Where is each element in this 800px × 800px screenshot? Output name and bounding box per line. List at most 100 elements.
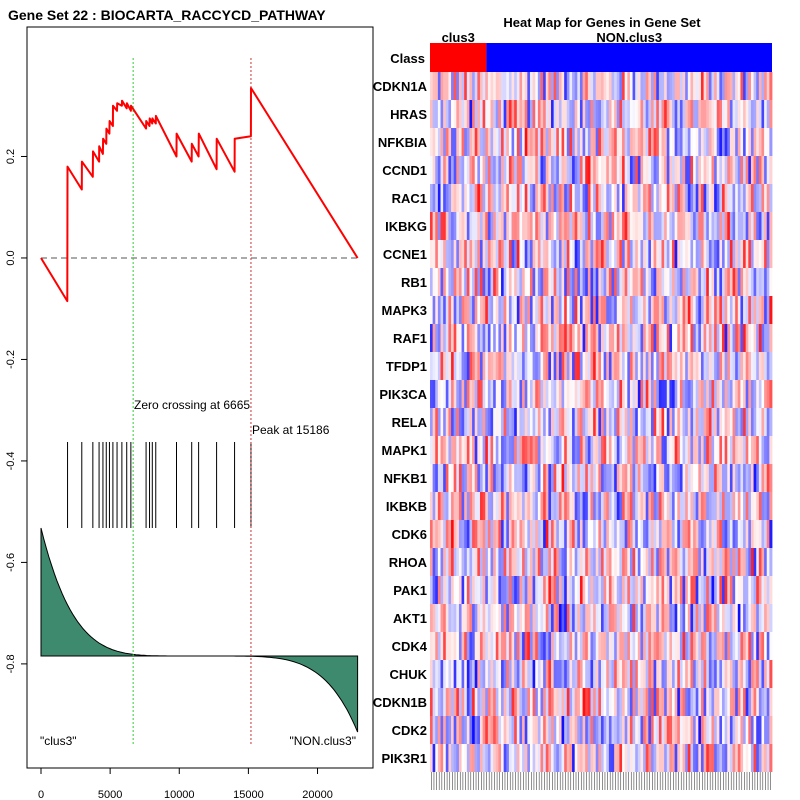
heatmap-cell [685, 156, 689, 184]
heatmap-cell [750, 492, 754, 520]
heatmap-cell [456, 72, 460, 100]
enrichment-y-axis: 0.20.0-0.2-0.4-0.6-0.8 [5, 149, 27, 673]
heatmap-cell [614, 296, 618, 324]
heatmap-cell [487, 100, 491, 128]
heatmap-cell [432, 212, 436, 240]
heatmap-cell [700, 716, 704, 744]
heatmap-cell [595, 100, 599, 128]
heatmap-cell [606, 324, 610, 352]
heatmap-cell [719, 128, 723, 156]
heatmap-cell [764, 296, 768, 324]
heatmap-cell [585, 240, 589, 268]
heatmap-cell [569, 72, 573, 100]
heatmap-cell [677, 688, 681, 716]
sample-labels [431, 772, 771, 790]
heatmap-cell [487, 296, 491, 324]
heatmap-cell [769, 576, 773, 604]
heatmap-cell [629, 352, 633, 380]
heatmap-cell [522, 184, 526, 212]
heatmap-cell [732, 184, 736, 212]
heatmap-cell [537, 212, 541, 240]
heatmap-cell [640, 268, 644, 296]
heatmap-cell [622, 380, 626, 408]
heatmap-cell [564, 72, 568, 100]
heatmap-cell [693, 632, 697, 660]
heatmap-cell [537, 184, 541, 212]
heatmap-cell [501, 520, 505, 548]
heatmap-cell [582, 380, 586, 408]
heatmap-cell [614, 576, 618, 604]
heatmap-cell [632, 604, 636, 632]
heatmap-cell [716, 632, 720, 660]
heatmap-cell [643, 492, 647, 520]
heatmap-cell [430, 520, 434, 548]
heatmap-cell [635, 100, 639, 128]
heatmap-cell [572, 576, 576, 604]
heatmap-cell [564, 744, 568, 772]
heatmap-cell [666, 184, 670, 212]
heatmap-cell [437, 156, 441, 184]
heatmap-cell [511, 380, 515, 408]
heatmap-cell [724, 156, 728, 184]
heatmap-cell [656, 72, 660, 100]
heatmap-cell [466, 100, 470, 128]
heatmap-cell [535, 660, 539, 688]
heatmap-cell [722, 324, 726, 352]
heatmap-cell [732, 520, 736, 548]
heatmap-cell [682, 408, 686, 436]
heatmap-cell [551, 72, 555, 100]
heatmap-cell [629, 520, 633, 548]
heatmap-cell [590, 548, 594, 576]
heatmap-cell [661, 240, 665, 268]
heatmap-cell [627, 604, 631, 632]
heatmap-cell [711, 716, 715, 744]
heatmap-cell [750, 688, 754, 716]
heatmap-cell [561, 352, 565, 380]
heatmap-cell [537, 268, 541, 296]
heatmap-cell [603, 72, 607, 100]
heatmap-cell [506, 744, 510, 772]
heatmap-cell [685, 436, 689, 464]
heatmap-cell [756, 688, 760, 716]
heatmap-cell [514, 128, 518, 156]
heatmap-cell [430, 548, 434, 576]
heatmap-cell [482, 240, 486, 268]
heatmap-cell [690, 716, 694, 744]
gene-label: RHOA [389, 555, 428, 570]
heatmap-cell [748, 240, 752, 268]
heatmap-cell [629, 660, 633, 688]
heatmap-cell [714, 212, 718, 240]
heatmap-cell [727, 240, 731, 268]
heatmap-cell [669, 688, 673, 716]
heatmap-cell [769, 72, 773, 100]
heatmap-cell [664, 576, 668, 604]
heatmap-cell [700, 240, 704, 268]
heatmap-cell [687, 464, 691, 492]
heatmap-cell [443, 128, 447, 156]
heatmap-cell [729, 492, 733, 520]
heatmap-cell [493, 156, 497, 184]
heatmap-cell [451, 240, 455, 268]
heatmap-cell [706, 324, 710, 352]
heatmap-cell [595, 660, 599, 688]
heatmap-cell [601, 604, 605, 632]
heatmap-cell [614, 688, 618, 716]
heatmap-cell [545, 520, 549, 548]
heatmap-cell [674, 548, 678, 576]
heatmap-cell [735, 380, 739, 408]
heatmap-cell [750, 632, 754, 660]
heatmap-cell [511, 324, 515, 352]
heatmap-cell [585, 380, 589, 408]
heatmap-cell [743, 688, 747, 716]
heatmap-cell [508, 576, 512, 604]
heatmap-cell [740, 380, 744, 408]
heatmap-cell [761, 492, 765, 520]
heatmap-cell [714, 268, 718, 296]
heatmap-cell [558, 240, 562, 268]
heatmap-cell [685, 408, 689, 436]
heatmap-cell [716, 156, 720, 184]
heatmap-cell [743, 548, 747, 576]
ranked-metric-fill [40, 527, 359, 733]
heatmap-cell [582, 744, 586, 772]
heatmap-cell [722, 72, 726, 100]
